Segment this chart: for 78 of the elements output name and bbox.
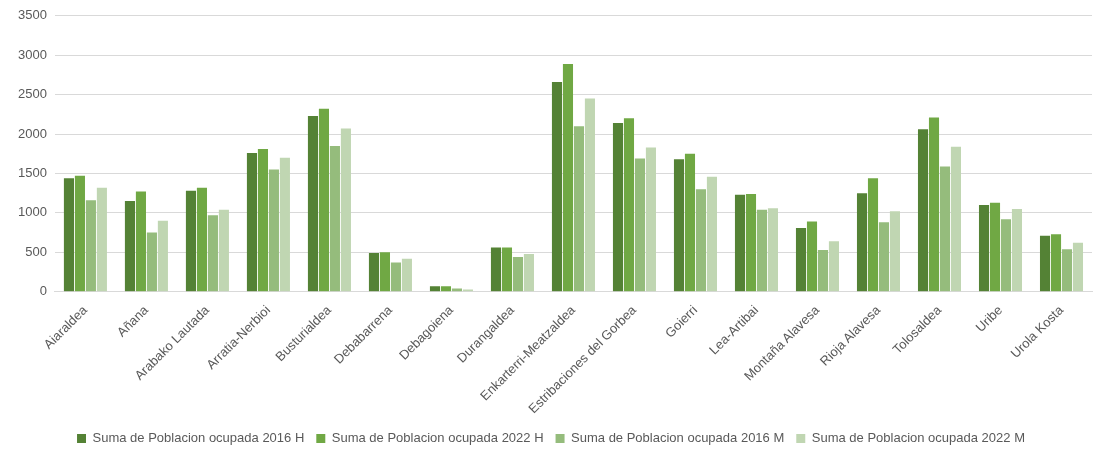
- bar: [573, 126, 584, 292]
- bar: [867, 178, 879, 292]
- bar: [307, 115, 319, 292]
- bar: [978, 205, 990, 292]
- y-tick-label: 2000: [18, 125, 47, 141]
- bar: [329, 145, 340, 292]
- bar: [279, 157, 290, 292]
- bar: [634, 158, 646, 292]
- bar: [584, 98, 595, 292]
- bar: [124, 201, 136, 292]
- y-tick-label: 3500: [18, 7, 47, 23]
- bar: [745, 193, 757, 292]
- bar: [501, 247, 513, 292]
- bar: [828, 241, 839, 292]
- bar: [185, 190, 197, 292]
- bar: [368, 253, 380, 292]
- y-tick-label: 500: [25, 243, 47, 259]
- bar: [523, 253, 534, 292]
- bar: [551, 82, 563, 292]
- bar: [817, 249, 829, 292]
- bar: [1039, 235, 1051, 292]
- bar: [734, 194, 746, 292]
- bar: [257, 149, 268, 292]
- bar: [795, 227, 807, 292]
- bar: [928, 117, 940, 292]
- bar: [1000, 219, 1012, 292]
- y-tick-label: 0: [39, 283, 47, 299]
- bar: [440, 286, 452, 292]
- bar: [429, 286, 441, 292]
- bar: [490, 247, 502, 292]
- bar: [135, 191, 146, 292]
- bar: [878, 222, 890, 292]
- bar: [1072, 242, 1084, 292]
- bar: [74, 175, 85, 292]
- bar: [390, 262, 401, 292]
- bar: [1011, 208, 1023, 292]
- bar: [512, 257, 523, 292]
- legend-label: Suma de Poblacion ocupada 2022 M: [811, 430, 1025, 446]
- y-tick-label: 1000: [18, 204, 47, 220]
- bar: [318, 108, 329, 292]
- bar: [146, 232, 157, 292]
- bar: [623, 118, 635, 292]
- y-tick-label: 3000: [18, 46, 47, 62]
- bar: [401, 258, 412, 292]
- bar: [989, 202, 1001, 292]
- legend-label: Suma de Poblacion ocupada 2016 H: [92, 430, 305, 446]
- bar: [806, 221, 818, 292]
- bar: [673, 159, 685, 292]
- legend-label: Suma de Poblacion ocupada 2022 H: [331, 430, 544, 446]
- bar: [767, 208, 778, 292]
- bar: [63, 178, 74, 292]
- y-tick-label: 1500: [18, 165, 47, 181]
- bar: [562, 63, 574, 292]
- bar: [612, 123, 624, 292]
- bar: [917, 129, 929, 292]
- legend-label: Suma de Poblacion ocupada 2016 M: [571, 430, 785, 446]
- bar: [939, 166, 951, 292]
- bar: [207, 215, 218, 292]
- bar: [645, 147, 656, 292]
- bar: [246, 152, 258, 292]
- bar: [85, 200, 96, 292]
- y-tick-label: 2500: [18, 86, 47, 102]
- bar: [196, 187, 207, 292]
- bar: [1061, 249, 1073, 292]
- bar: [889, 211, 901, 292]
- bar: [1050, 234, 1062, 292]
- bar: [756, 209, 768, 292]
- bar: [706, 176, 717, 292]
- bar: [218, 209, 229, 292]
- bar: [268, 169, 279, 292]
- bar: [695, 189, 707, 292]
- bar: [950, 146, 962, 292]
- bar: [379, 252, 391, 292]
- bar: [684, 153, 696, 292]
- bar: [96, 187, 107, 292]
- bar: [340, 128, 351, 292]
- bar: [856, 193, 868, 292]
- bar: [157, 220, 168, 292]
